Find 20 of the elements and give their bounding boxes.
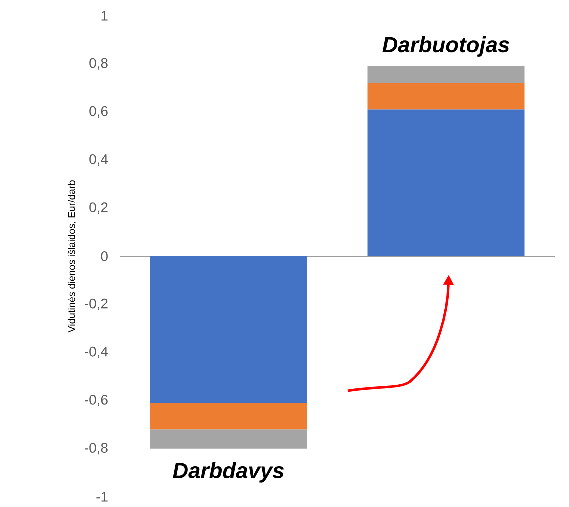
bar <box>150 256 308 404</box>
bar <box>368 110 525 256</box>
y-tick-label: 0 <box>101 252 108 262</box>
annotation: Darbdavys <box>173 462 284 483</box>
y-tick-label: -1 <box>96 492 108 502</box>
y-tick-label: -0,6 <box>85 395 108 407</box>
y-tick-label: -0,2 <box>85 298 108 310</box>
y-axis-title: Vidutinės dienos išlaidos, Eur/darb <box>68 180 76 333</box>
y-tick-label: 0,6 <box>90 106 108 118</box>
y-tick-label: 0,2 <box>90 202 108 214</box>
bar <box>150 403 308 430</box>
y-tick-label: -0,4 <box>85 346 108 358</box>
bar <box>150 430 308 449</box>
annotation: Darbuotojas <box>382 36 510 57</box>
y-tick-label: 0,4 <box>90 154 108 166</box>
y-tick-label: 0,8 <box>90 58 108 70</box>
y-tick-label: 1 <box>102 11 108 21</box>
y-tick-label: -0,8 <box>85 443 108 455</box>
bar <box>368 66 525 84</box>
bar <box>368 83 525 110</box>
